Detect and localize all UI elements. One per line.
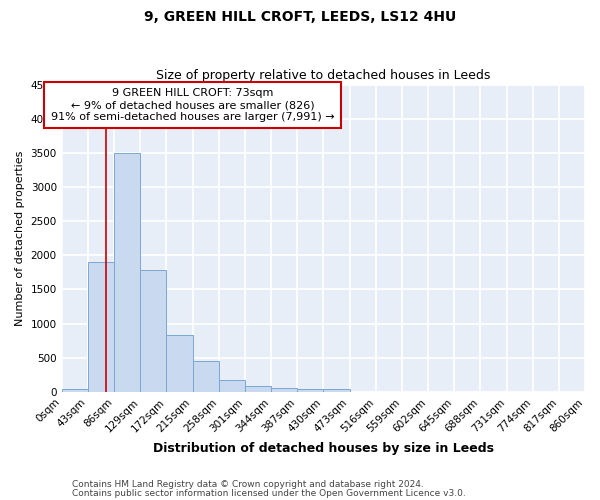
Bar — [218, 380, 245, 392]
Bar — [140, 270, 166, 392]
Bar — [62, 388, 88, 392]
Bar — [88, 262, 114, 392]
Bar — [271, 388, 297, 392]
Y-axis label: Number of detached properties: Number of detached properties — [15, 150, 25, 326]
Bar — [114, 153, 140, 392]
Bar — [245, 386, 271, 392]
Bar — [193, 361, 218, 392]
Text: 9, GREEN HILL CROFT, LEEDS, LS12 4HU: 9, GREEN HILL CROFT, LEEDS, LS12 4HU — [144, 10, 456, 24]
Bar — [297, 388, 323, 392]
Bar — [323, 388, 350, 392]
Bar — [166, 336, 193, 392]
Text: 9 GREEN HILL CROFT: 73sqm
← 9% of detached houses are smaller (826)
91% of semi-: 9 GREEN HILL CROFT: 73sqm ← 9% of detach… — [50, 88, 334, 122]
Text: Contains HM Land Registry data © Crown copyright and database right 2024.: Contains HM Land Registry data © Crown c… — [72, 480, 424, 489]
Text: Contains public sector information licensed under the Open Government Licence v3: Contains public sector information licen… — [72, 489, 466, 498]
Title: Size of property relative to detached houses in Leeds: Size of property relative to detached ho… — [156, 69, 491, 82]
X-axis label: Distribution of detached houses by size in Leeds: Distribution of detached houses by size … — [153, 442, 494, 455]
